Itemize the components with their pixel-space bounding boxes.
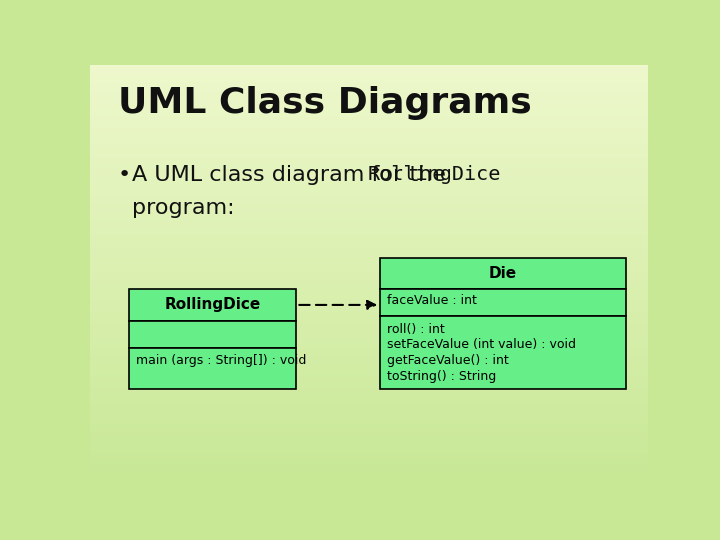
Text: roll() : int: roll() : int (387, 322, 445, 335)
Text: faceValue : int: faceValue : int (387, 294, 477, 307)
Text: toString() : String: toString() : String (387, 370, 496, 383)
Bar (129, 348, 297, 389)
Text: •: • (118, 165, 131, 185)
Text: RollingDice: RollingDice (165, 298, 261, 313)
Bar (129, 289, 297, 321)
Bar (380, 258, 626, 289)
Text: getFaceValue() : int: getFaceValue() : int (387, 354, 508, 367)
Bar (380, 289, 626, 316)
Text: Die: Die (489, 266, 517, 281)
Text: main (args : String[]) : void: main (args : String[]) : void (136, 354, 306, 367)
Text: setFaceValue (int value) : void: setFaceValue (int value) : void (387, 339, 576, 352)
Text: RollingDice: RollingDice (367, 165, 500, 184)
Bar (380, 316, 626, 389)
Bar (129, 321, 297, 348)
Text: program:: program: (132, 198, 235, 218)
Text: A UML class diagram for the: A UML class diagram for the (132, 165, 453, 185)
Text: UML Class Diagrams: UML Class Diagrams (118, 85, 531, 119)
